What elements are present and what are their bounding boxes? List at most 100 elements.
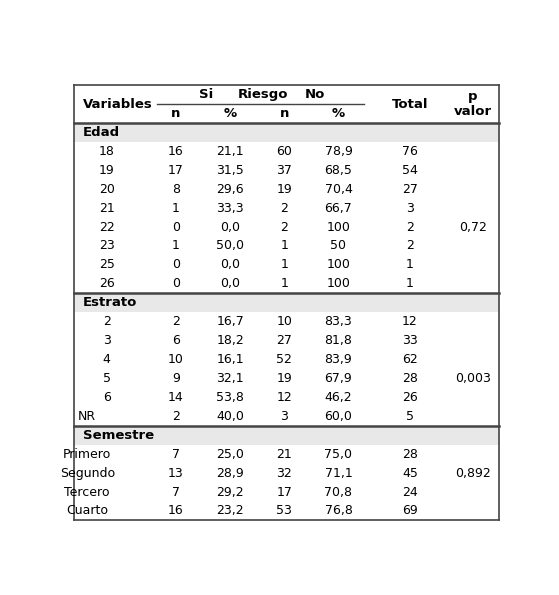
Text: 3: 3: [103, 334, 111, 347]
Text: 2: 2: [172, 315, 180, 328]
Text: 7: 7: [172, 486, 180, 499]
Text: 71,1: 71,1: [325, 466, 352, 480]
Text: 100: 100: [326, 258, 350, 271]
Text: 27: 27: [402, 183, 418, 196]
Text: 54: 54: [402, 164, 418, 177]
Text: 83,3: 83,3: [325, 315, 352, 328]
Text: 68,5: 68,5: [325, 164, 352, 177]
Text: 53,8: 53,8: [216, 391, 244, 404]
Text: 66,7: 66,7: [325, 202, 352, 215]
Bar: [74, 123, 499, 142]
Text: 2: 2: [406, 221, 414, 234]
Text: Edad: Edad: [83, 126, 120, 139]
Text: 0,0: 0,0: [220, 221, 240, 234]
Text: 24: 24: [402, 486, 418, 499]
Text: NR: NR: [78, 410, 96, 423]
Text: 0,0: 0,0: [220, 277, 240, 290]
Text: 6: 6: [172, 334, 180, 347]
Text: Estrato: Estrato: [83, 296, 138, 309]
Text: 16,1: 16,1: [216, 353, 244, 366]
Text: 10: 10: [276, 315, 292, 328]
Text: 69: 69: [402, 505, 418, 518]
Text: 32,1: 32,1: [216, 372, 244, 385]
Text: 76: 76: [402, 145, 418, 158]
Text: 1: 1: [172, 202, 180, 215]
Text: 1: 1: [281, 240, 288, 252]
Text: 6: 6: [103, 391, 111, 404]
Text: Primero: Primero: [63, 447, 111, 461]
Bar: [74, 293, 499, 312]
Text: Riesgo: Riesgo: [238, 88, 288, 101]
Bar: [74, 426, 499, 444]
Text: 2: 2: [281, 202, 288, 215]
Text: 21: 21: [99, 202, 115, 215]
Text: %: %: [332, 107, 345, 120]
Text: 19: 19: [99, 164, 115, 177]
Text: 18: 18: [99, 145, 115, 158]
Text: 100: 100: [326, 277, 350, 290]
Text: No: No: [305, 88, 325, 101]
Text: 1: 1: [406, 258, 414, 271]
Text: 0,0: 0,0: [220, 258, 240, 271]
Text: 37: 37: [276, 164, 292, 177]
Text: Tercero: Tercero: [64, 486, 110, 499]
Text: 28: 28: [402, 447, 418, 461]
Text: Total: Total: [392, 98, 428, 111]
Text: 0: 0: [172, 258, 180, 271]
Text: 0: 0: [172, 221, 180, 234]
Text: 7: 7: [172, 447, 180, 461]
Text: Semestre: Semestre: [83, 429, 154, 441]
Text: 18,2: 18,2: [216, 334, 244, 347]
Text: Cuarto: Cuarto: [66, 505, 108, 518]
Text: 5: 5: [406, 410, 414, 423]
Text: Si: Si: [199, 88, 214, 101]
Text: 29,6: 29,6: [216, 183, 244, 196]
Text: 19: 19: [277, 183, 292, 196]
Text: n: n: [280, 107, 289, 120]
Text: 16: 16: [168, 505, 184, 518]
Text: 3: 3: [281, 410, 288, 423]
Text: 45: 45: [402, 466, 418, 480]
Text: 81,8: 81,8: [325, 334, 352, 347]
Text: 78,9: 78,9: [325, 145, 352, 158]
Text: 0,892: 0,892: [455, 466, 491, 480]
Text: 33: 33: [402, 334, 418, 347]
Text: 21,1: 21,1: [216, 145, 244, 158]
Text: 1: 1: [406, 277, 414, 290]
Text: 60: 60: [276, 145, 292, 158]
Text: 26: 26: [402, 391, 418, 404]
Text: 29,2: 29,2: [216, 486, 244, 499]
Text: 27: 27: [276, 334, 292, 347]
Text: n: n: [171, 107, 181, 120]
Text: 8: 8: [172, 183, 180, 196]
Text: 75,0: 75,0: [324, 447, 353, 461]
Text: 1: 1: [281, 277, 288, 290]
Text: 25,0: 25,0: [216, 447, 244, 461]
Text: 17: 17: [168, 164, 184, 177]
Text: 23,2: 23,2: [216, 505, 244, 518]
Text: 70,4: 70,4: [325, 183, 352, 196]
Text: 76,8: 76,8: [325, 505, 352, 518]
Text: 2: 2: [281, 221, 288, 234]
Text: 60,0: 60,0: [325, 410, 352, 423]
Text: 100: 100: [326, 221, 350, 234]
Text: 4: 4: [103, 353, 111, 366]
Text: 10: 10: [168, 353, 184, 366]
Text: 28,9: 28,9: [216, 466, 244, 480]
Text: 5: 5: [103, 372, 111, 385]
Text: 9: 9: [172, 372, 180, 385]
Text: 23: 23: [99, 240, 115, 252]
Text: 2: 2: [103, 315, 111, 328]
Text: Variables: Variables: [83, 98, 153, 111]
Text: Segundo: Segundo: [60, 466, 115, 480]
Text: 19: 19: [277, 372, 292, 385]
Text: 16: 16: [168, 145, 184, 158]
Text: 31,5: 31,5: [216, 164, 244, 177]
Text: 1: 1: [281, 258, 288, 271]
Text: 13: 13: [168, 466, 184, 480]
Text: 28: 28: [402, 372, 418, 385]
Text: 33,3: 33,3: [216, 202, 244, 215]
Text: 26: 26: [99, 277, 115, 290]
Text: 16,7: 16,7: [216, 315, 244, 328]
Text: 0: 0: [172, 277, 180, 290]
